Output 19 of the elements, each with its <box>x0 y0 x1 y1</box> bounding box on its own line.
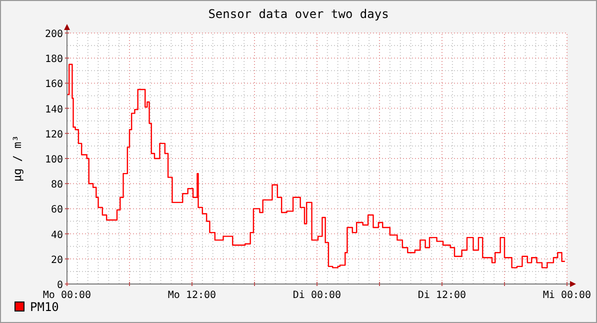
y-tick-label: 140 <box>44 104 63 116</box>
y-tick-label: 200 <box>44 29 63 40</box>
x-tick-label: Di 00:00 <box>292 290 342 301</box>
x-tick-label: Mi 00:00 <box>542 290 592 301</box>
y-tick-label: 180 <box>44 54 63 66</box>
y-tick-label: 160 <box>44 79 63 90</box>
y-axis-title: μg / m³ <box>11 135 24 182</box>
x-tick-label: Di 12:00 <box>418 290 466 301</box>
y-tick-label: 100 <box>44 154 63 166</box>
x-tick-label: Mo 00:00 <box>42 290 92 301</box>
y-tick-label: 120 <box>44 129 63 140</box>
y-tick-label: 40 <box>50 230 63 241</box>
legend-label: PM10 <box>30 300 59 314</box>
chart-title: Sensor data over two days <box>208 7 389 21</box>
y-tick-label: 60 <box>50 204 63 216</box>
y-tick-label: 80 <box>50 180 63 191</box>
y-tick-label: 20 <box>50 254 63 266</box>
x-tick-label: Mo 12:00 <box>168 290 216 301</box>
y-tick-label: 0 <box>56 280 63 291</box>
